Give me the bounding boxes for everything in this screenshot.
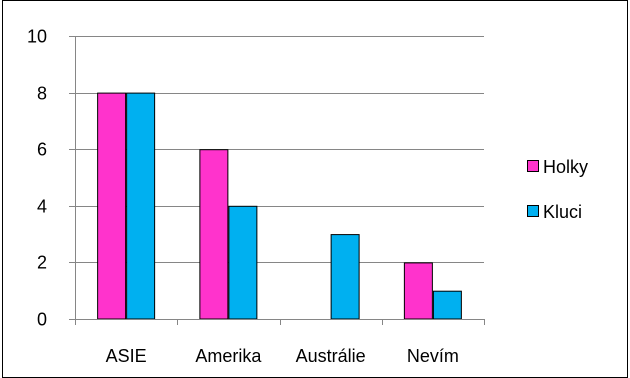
x-tick-label: Austrálie <box>296 346 366 366</box>
x-tick-label: ASIE <box>106 346 147 366</box>
legend-label-holky: Holky <box>543 157 588 177</box>
bars <box>97 92 462 320</box>
x-tick-label: Nevím <box>407 346 459 366</box>
x-tick-label: Amerika <box>195 346 262 366</box>
y-tick-label: 2 <box>37 253 47 273</box>
x-tick-labels: ASIE Amerika Austrálie Nevím <box>106 346 459 366</box>
y-tick-labels: 0 2 4 6 8 10 <box>27 27 47 330</box>
bar-kluci-austrálie <box>330 234 360 320</box>
axes <box>69 36 485 325</box>
y-tick-label: 10 <box>27 27 47 47</box>
bar-kluci-nevím <box>432 290 462 320</box>
legend-label-kluci: Kluci <box>543 202 582 222</box>
y-tick-label: 8 <box>37 84 47 104</box>
bar-kluci-amerika <box>228 205 258 320</box>
y-tick-label: 4 <box>37 197 47 217</box>
bar-holky-asie <box>97 92 127 320</box>
legend-swatch-kluci <box>527 205 539 217</box>
bar-kluci-asie <box>126 92 156 320</box>
legend: Holky Kluci <box>527 157 588 222</box>
bar-holky-amerika <box>199 149 229 320</box>
legend-swatch-holky <box>527 160 539 172</box>
y-tick-label: 6 <box>37 140 47 160</box>
bar-holky-nevím <box>403 262 433 320</box>
y-tick-label: 0 <box>37 310 47 330</box>
